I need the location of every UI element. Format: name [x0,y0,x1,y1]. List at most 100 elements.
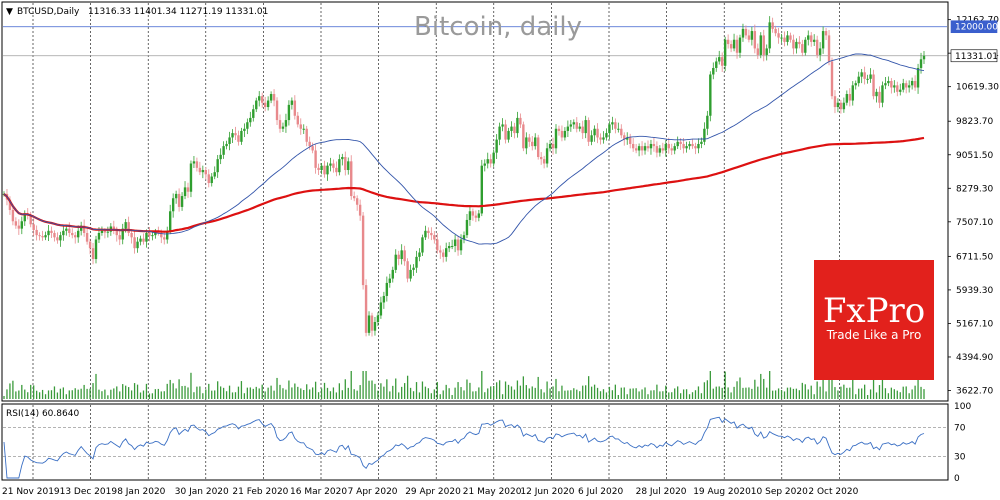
candle-body [649,143,653,149]
candle-body [213,172,216,177]
candle-body [433,235,436,240]
candle-body [732,39,736,49]
logo-brand: FxPro [823,291,925,331]
rsi-levels [3,427,947,457]
header-arrow-icon[interactable]: ▼ [6,7,13,17]
candle-body [614,122,617,129]
candle-body [79,225,83,231]
candle-body [53,232,56,238]
candle-body [320,165,323,171]
candle-body [100,230,104,233]
candle-body [189,163,193,192]
candle-body [611,122,614,125]
candle-body [896,85,899,92]
candle-body [355,198,359,205]
candle-body [531,141,534,147]
candle-body [890,80,893,88]
candle-body [904,83,908,88]
candle-body [821,31,825,49]
candle-body [243,128,246,131]
candle-body [436,239,439,251]
candle-body [480,165,484,214]
candle-body [922,55,926,60]
candle-body [795,41,798,49]
candle-body [718,57,721,62]
candle-body [335,167,338,173]
candle-body [617,128,620,130]
candle-body [424,230,427,238]
rsi-axis: 100 70 30 0 [954,402,971,484]
candle-body [115,230,118,236]
candle-body [815,39,819,55]
candle-body [676,141,679,147]
candle-body [857,76,860,84]
candle-body [302,128,305,130]
price-tick-label: 9823.70 [956,117,993,127]
price-level-tag[interactable] [950,49,998,63]
candle-body [14,221,18,226]
candle-body [234,133,237,136]
candle-body [738,37,742,53]
candle-body [697,143,700,149]
candle-body [723,39,727,66]
logo-background [814,260,934,380]
price-tick-label: 3622.70 [956,387,993,397]
candle-body [400,250,403,260]
candle-body [112,226,116,231]
candle-body [664,143,668,151]
candle-body [198,167,202,173]
candle-body [789,35,792,40]
candle-body [780,37,783,39]
candle-body [59,235,62,241]
candle-body [685,146,688,149]
candle-body [258,96,261,101]
candle-body [513,126,516,134]
candle-body [373,322,377,331]
candle-body [863,72,866,79]
candle-body [338,159,341,173]
candle-body [201,170,205,173]
candle-body [726,39,730,45]
candle-body [646,146,650,149]
candle-body [542,159,546,164]
price-tick-label: 8279.30 [956,184,993,194]
date-axis: 21 Nov 2019 13 Dec 2019 8 Jan 2020 30 Jan 2… [2,487,859,497]
candle-body [875,91,878,97]
candle-body [62,230,65,236]
candle-body [85,232,89,242]
candle-body [667,143,670,149]
candle-body [569,124,573,127]
candle-body [818,48,822,55]
candle-body [332,163,335,168]
price-level-tag[interactable] [950,20,998,34]
candle-body [296,115,300,125]
candle-body [142,238,145,242]
candle-body [893,85,896,88]
price-tick-label: 5167.10 [956,319,993,329]
candle-body [174,193,178,199]
candle-body [516,117,519,134]
candle-body [735,39,739,53]
candle-body [139,238,142,242]
candle-body [575,122,578,129]
candle-body [842,102,846,110]
candle-body [753,31,757,49]
candle-body [376,315,380,323]
candle-body [415,256,418,268]
candle-body [919,59,923,68]
candle-body [715,61,718,68]
date-tick-label: 10 Sep 2020 [751,487,808,497]
candle-body [637,146,641,151]
candle-body [287,104,291,121]
candle-body [391,269,394,279]
candle-body [82,225,86,233]
candle-body [370,315,374,331]
candle-body [23,213,26,222]
candle-body [777,33,780,38]
candle-body [851,85,854,101]
candle-body [136,241,139,249]
fxpro-logo: FxPro Trade Like a Pro [814,260,934,380]
candle-body [412,267,415,270]
candle-body [771,22,774,29]
